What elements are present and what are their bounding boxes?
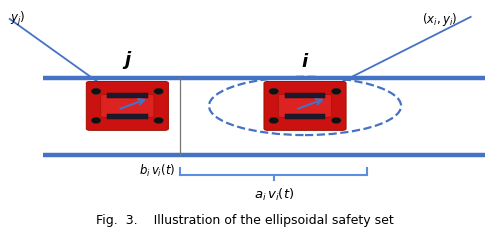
Bar xyxy=(285,114,325,119)
Ellipse shape xyxy=(269,117,279,124)
Bar xyxy=(107,93,148,98)
Bar xyxy=(285,93,325,98)
Text: $b_i\,v_i(t)$: $b_i\,v_i(t)$ xyxy=(139,163,175,179)
Text: $(x_i, y_i)$: $(x_i, y_i)$ xyxy=(422,11,457,29)
Ellipse shape xyxy=(91,88,101,94)
Bar xyxy=(107,114,148,119)
Text: $\boldsymbol{i}$: $\boldsymbol{i}$ xyxy=(301,53,309,71)
Ellipse shape xyxy=(91,117,101,124)
FancyBboxPatch shape xyxy=(278,95,332,117)
Ellipse shape xyxy=(269,88,279,94)
FancyBboxPatch shape xyxy=(86,81,169,130)
Ellipse shape xyxy=(154,88,164,94)
FancyBboxPatch shape xyxy=(101,95,154,117)
Ellipse shape xyxy=(331,88,341,94)
Text: $\boldsymbol{j}$: $\boldsymbol{j}$ xyxy=(122,49,133,71)
Text: $y_j)$: $y_j)$ xyxy=(10,10,25,28)
Ellipse shape xyxy=(154,117,164,124)
Text: $a_i\,v_i(t)$: $a_i\,v_i(t)$ xyxy=(254,187,294,203)
Text: Fig.  3.    Illustration of the ellipsoidal safety set: Fig. 3. Illustration of the ellipsoidal … xyxy=(96,213,394,227)
Ellipse shape xyxy=(331,117,341,124)
FancyBboxPatch shape xyxy=(264,81,346,130)
